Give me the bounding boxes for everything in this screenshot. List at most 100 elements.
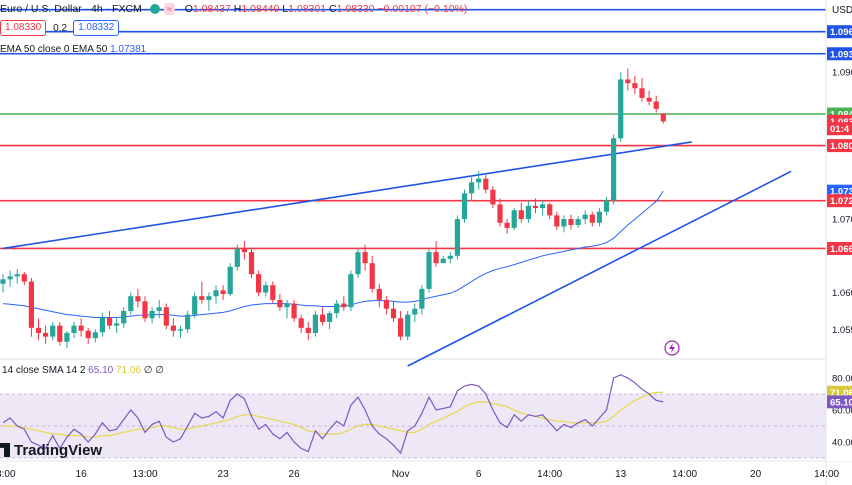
candle[interactable]: [532, 198, 539, 214]
candle[interactable]: [653, 95, 659, 113]
candle[interactable]: [142, 296, 148, 322]
time-tick-label[interactable]: 14:00: [537, 469, 562, 480]
price-label[interactable]: 1.066: [830, 244, 852, 255]
candle[interactable]: [50, 321, 56, 341]
candle[interactable]: [454, 215, 460, 260]
time-tick-label[interactable]: 16: [76, 469, 88, 480]
candle[interactable]: [305, 321, 311, 341]
candle[interactable]: [355, 248, 361, 278]
candle[interactable]: [28, 277, 34, 337]
candle[interactable]: [277, 294, 283, 311]
candle[interactable]: [390, 301, 397, 322]
candle[interactable]: [582, 210, 588, 225]
candle[interactable]: [497, 198, 503, 227]
price-label[interactable]: 1.096: [830, 27, 852, 38]
candle[interactable]: [85, 327, 91, 344]
symbol-title[interactable]: Euro / U.S. Dollar · 4h · FXCM: [0, 3, 142, 15]
time-axis[interactable]: 13:00 16 13:00 23 26 Nov 6 14:00 13 14:00 20 14:00: [0, 469, 840, 480]
candle[interactable]: [241, 241, 247, 260]
candle[interactable]: [383, 296, 389, 315]
candle[interactable]: [327, 310, 333, 330]
candle[interactable]: [213, 285, 219, 304]
candle[interactable]: [7, 270, 13, 287]
candle[interactable]: [504, 219, 510, 234]
candle[interactable]: [554, 211, 560, 231]
candle[interactable]: [426, 248, 432, 293]
candle[interactable]: [540, 200, 546, 216]
candle[interactable]: [334, 299, 340, 319]
candle[interactable]: [14, 269, 20, 284]
time-tick-label[interactable]: Nov: [392, 469, 410, 480]
candle[interactable]: [128, 292, 134, 315]
candle[interactable]: [57, 321, 63, 346]
candle[interactable]: [639, 78, 645, 102]
candle[interactable]: [419, 285, 425, 315]
candle[interactable]: [163, 303, 169, 330]
candle[interactable]: [461, 189, 468, 223]
price-tick-label[interactable]: 1.060: [832, 288, 852, 299]
candle[interactable]: [398, 310, 404, 341]
rsi-legend[interactable]: 14 close SMA 14 2 65.10 71.06 ∅ ∅: [2, 365, 164, 376]
candle[interactable]: [376, 283, 382, 308]
currency-label[interactable]: USD: [832, 5, 852, 16]
candle[interactable]: [611, 134, 617, 205]
time-tick-label[interactable]: 14:00: [814, 469, 839, 480]
trendline[interactable]: [407, 170, 792, 367]
price-label[interactable]: 1.073: [830, 187, 852, 198]
candle[interactable]: [469, 174, 475, 201]
sell-button[interactable]: 1.08330: [0, 20, 47, 36]
candle[interactable]: [43, 325, 49, 344]
candle[interactable]: [447, 252, 453, 264]
candle[interactable]: [547, 202, 553, 220]
candle[interactable]: [596, 208, 602, 227]
candle[interactable]: [35, 318, 42, 341]
price-tick-label[interactable]: 1.055: [832, 325, 852, 336]
candle[interactable]: [589, 211, 595, 227]
misc-icons[interactable]: [664, 340, 680, 356]
candle[interactable]: [476, 171, 482, 190]
candle[interactable]: [483, 174, 489, 194]
trendlines[interactable]: [2, 141, 792, 367]
time-tick-label[interactable]: 6: [476, 469, 482, 480]
candle[interactable]: [248, 248, 255, 278]
candle[interactable]: [319, 307, 326, 326]
candle[interactable]: [177, 325, 184, 339]
candle[interactable]: [575, 216, 581, 228]
candle[interactable]: [433, 241, 439, 267]
time-tick-label[interactable]: 13: [615, 469, 627, 480]
horizontal-levels[interactable]: [0, 8, 826, 250]
candle[interactable]: [192, 292, 198, 319]
rsi-tick-label[interactable]: 40.00: [832, 438, 852, 449]
candle[interactable]: [298, 314, 304, 333]
candle[interactable]: [625, 68, 631, 91]
candle[interactable]: [220, 285, 226, 300]
price-label[interactable]: 1.080: [830, 141, 852, 152]
price-label[interactable]: 1.093: [830, 49, 852, 60]
candle[interactable]: [227, 263, 233, 297]
time-tick-label[interactable]: 20: [750, 469, 762, 480]
price-tick-label[interactable]: 1.070: [832, 215, 852, 226]
market-status-icon[interactable]: [149, 4, 160, 14]
time-tick-label[interactable]: 13:00: [132, 469, 157, 480]
price-label[interactable]: 01:4: [830, 124, 850, 135]
candle[interactable]: [369, 255, 375, 293]
candle[interactable]: [660, 113, 666, 124]
candle[interactable]: [511, 208, 517, 231]
candle[interactable]: [170, 318, 176, 337]
candle[interactable]: [135, 288, 141, 308]
price-label[interactable]: 1.072: [830, 196, 852, 207]
ema-legend[interactable]: EMA 50 close 0 EMA 50 1.07381: [0, 44, 146, 55]
candle[interactable]: [568, 214, 574, 230]
candle[interactable]: [561, 215, 567, 233]
candle[interactable]: [348, 270, 354, 311]
candle[interactable]: [263, 281, 269, 297]
time-tick-label[interactable]: 23: [218, 469, 230, 480]
data-feed-icon[interactable]: ≈: [163, 3, 175, 15]
candle[interactable]: [362, 244, 368, 271]
price-tick-label[interactable]: 1.090: [832, 68, 852, 79]
candle[interactable]: [199, 281, 205, 304]
candle[interactable]: [412, 303, 418, 322]
trendline[interactable]: [2, 141, 692, 250]
rsi-tick-label[interactable]: 60.00: [832, 406, 852, 417]
candle[interactable]: [256, 270, 262, 297]
